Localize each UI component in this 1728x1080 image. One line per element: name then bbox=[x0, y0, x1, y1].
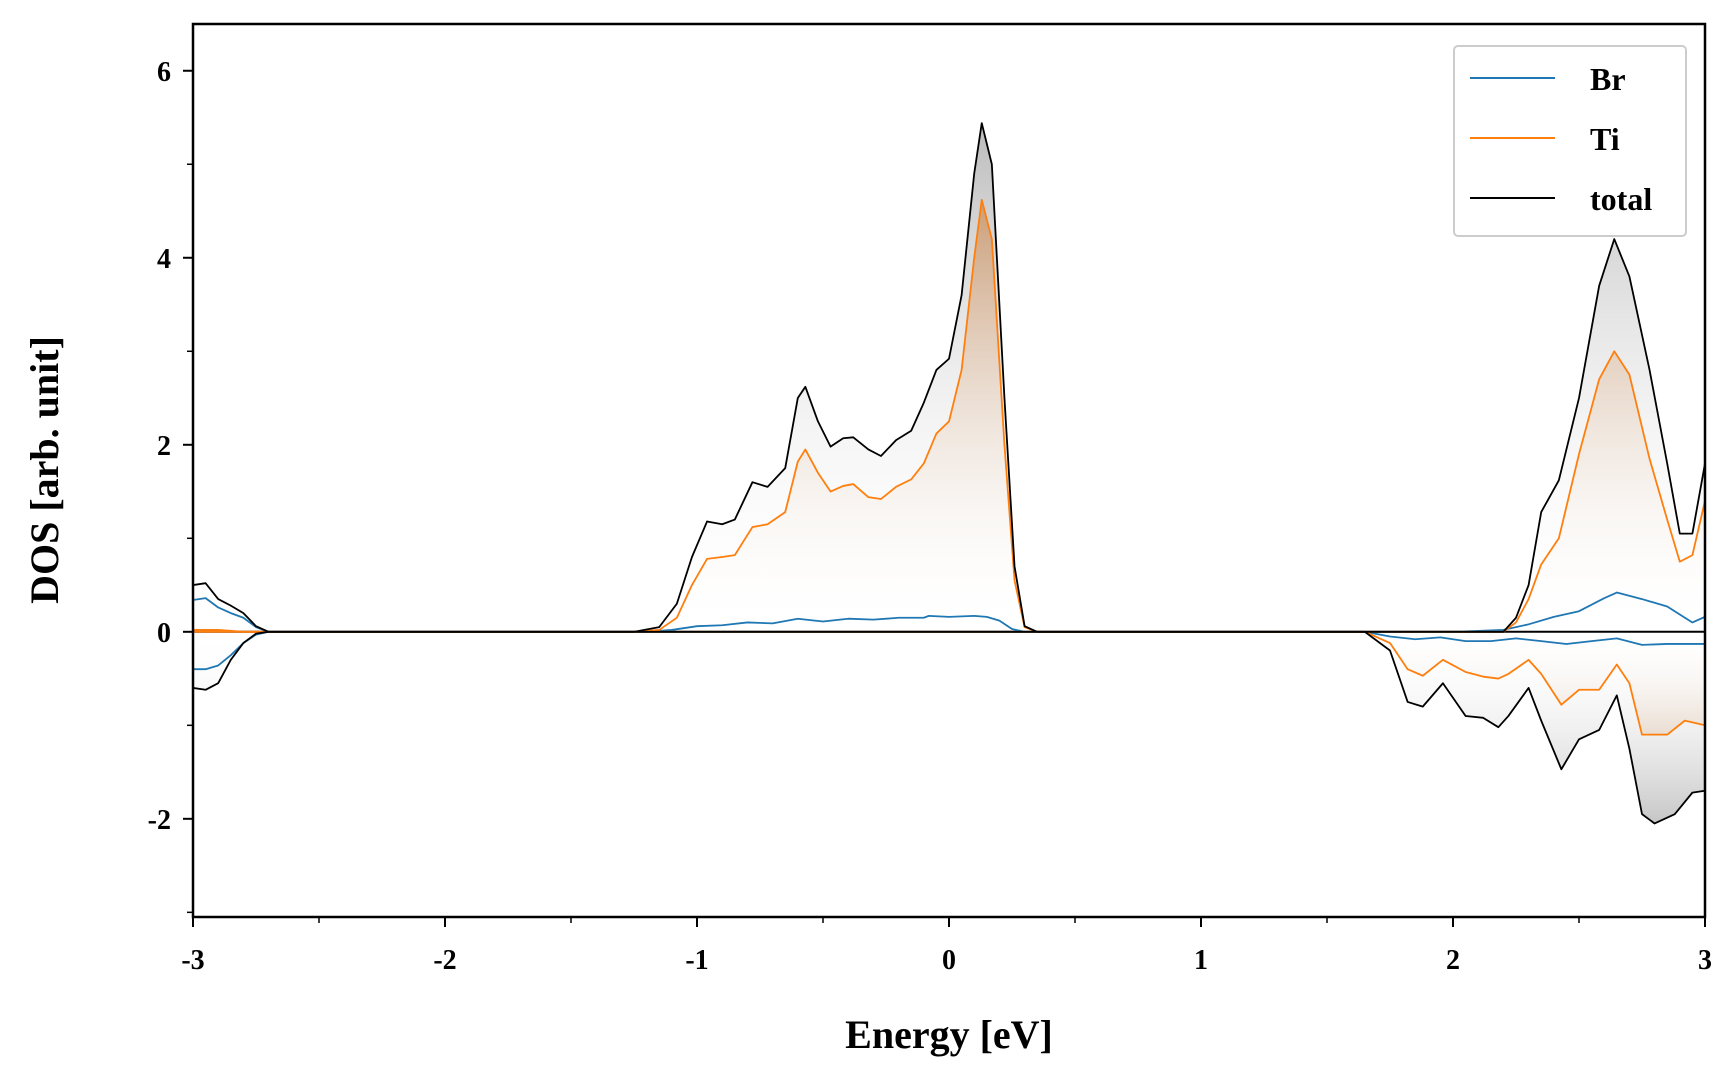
series-line-ti-up bbox=[193, 198, 1705, 633]
x-tick-label: 2 bbox=[1446, 945, 1460, 976]
x-tick-label: 0 bbox=[942, 945, 956, 976]
x-axis-label: Energy [eV] bbox=[845, 1012, 1053, 1057]
legend-label-ti: Ti bbox=[1590, 121, 1620, 157]
series-line-br-down bbox=[193, 630, 1705, 671]
y-tick-label: 0 bbox=[157, 618, 171, 649]
y-tick-label: 4 bbox=[157, 244, 171, 275]
y-tick-label: 2 bbox=[157, 431, 171, 462]
legend-frame bbox=[1453, 45, 1687, 237]
series-line-total-down bbox=[193, 630, 1705, 825]
y-axis-ticks: -2 0 2 4 6 bbox=[148, 57, 193, 914]
series-line-ti-down bbox=[193, 630, 1705, 736]
area-total-up bbox=[193, 123, 1705, 632]
y-tick-label: 6 bbox=[157, 57, 171, 88]
series-lines bbox=[193, 122, 1705, 825]
legend-label-br: Br bbox=[1590, 61, 1626, 97]
legend: Br Ti total bbox=[1453, 45, 1687, 237]
x-tick-label: -2 bbox=[433, 945, 456, 976]
series-line-total-up bbox=[193, 122, 1705, 633]
x-tick-label: -1 bbox=[685, 945, 708, 976]
legend-label-total: total bbox=[1590, 181, 1652, 217]
y-tick-label: -2 bbox=[148, 805, 171, 836]
y-axis-label: DOS [arb. unit] bbox=[22, 336, 67, 604]
x-axis-ticks: -3 -2 -1 0 1 2 3 bbox=[181, 917, 1712, 976]
x-tick-label: 3 bbox=[1698, 945, 1712, 976]
area-ti-up bbox=[193, 199, 1705, 632]
plot-area bbox=[193, 122, 1705, 825]
x-tick-label: -3 bbox=[181, 945, 204, 976]
x-tick-label: 1 bbox=[1194, 945, 1208, 976]
